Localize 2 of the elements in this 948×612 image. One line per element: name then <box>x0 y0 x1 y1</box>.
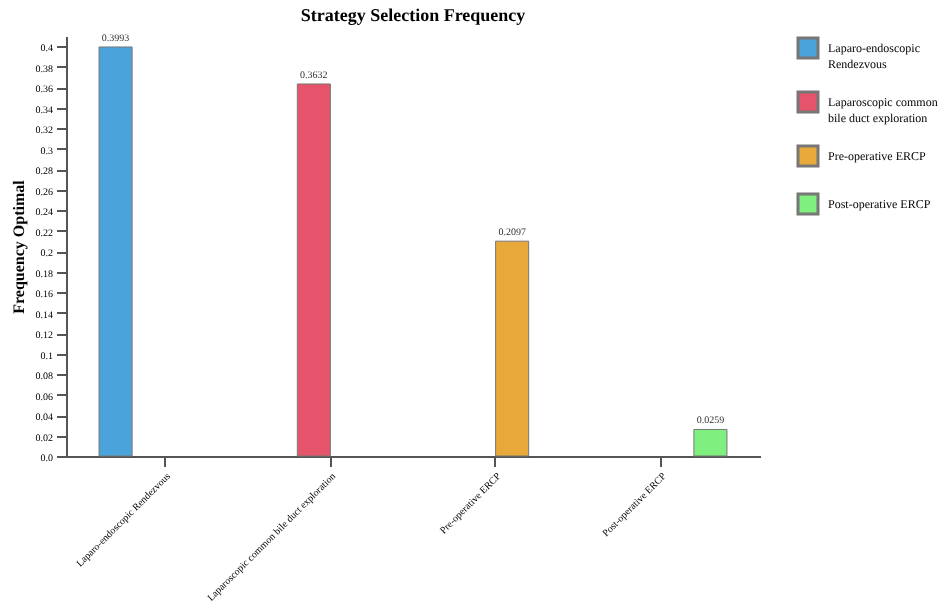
y-axis-title: Frequency Optimal <box>9 178 28 314</box>
chart-title: Strategy Selection Frequency <box>300 4 527 25</box>
